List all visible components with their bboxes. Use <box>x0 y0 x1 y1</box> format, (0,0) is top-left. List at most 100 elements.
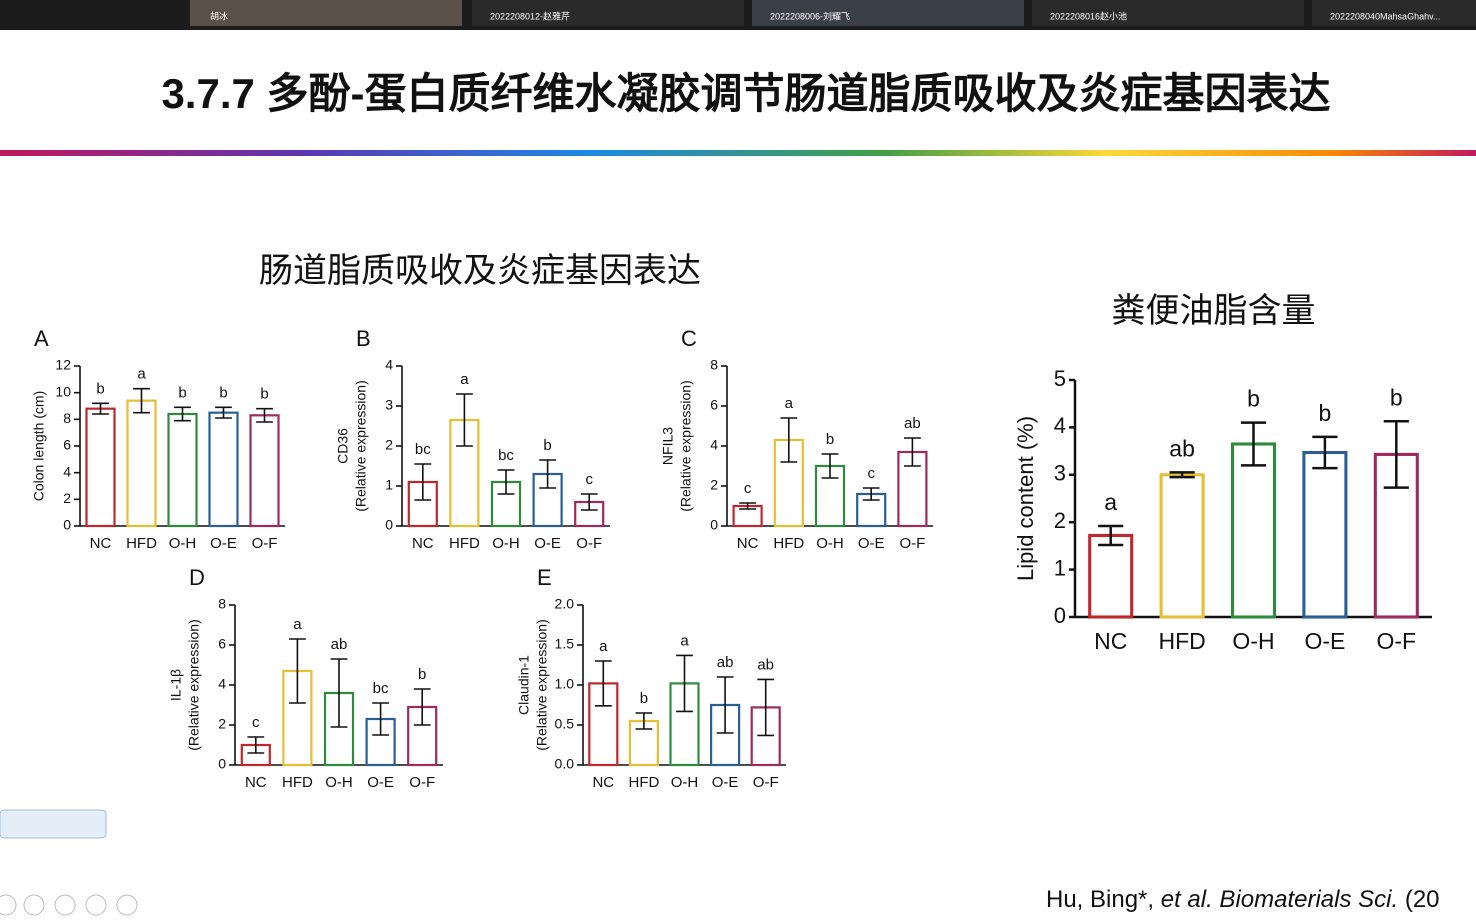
significance-letter: c <box>744 480 752 497</box>
x-tick-label: NC <box>592 774 614 791</box>
significance-letter: b <box>178 384 186 401</box>
y-tick-label: 4 <box>1054 413 1066 438</box>
significance-letter: b <box>826 431 834 448</box>
significance-letter: a <box>599 638 608 655</box>
y-tick-label: 5 <box>1054 366 1066 391</box>
x-tick-label: O-E <box>1304 628 1345 654</box>
significance-letter: c <box>252 714 260 731</box>
significance-letter: ab <box>331 636 348 653</box>
y-axis-label: IL-1β <box>168 669 184 701</box>
x-tick-label: NC <box>412 535 434 552</box>
x-tick-label: O-F <box>409 774 435 791</box>
citation-year: (20 <box>1398 886 1440 913</box>
significance-letter: ab <box>717 654 734 671</box>
toolbar[interactable] <box>0 809 107 839</box>
y-axis-label: Colon length (cm) <box>31 391 47 502</box>
y-tick-label: 1 <box>1054 555 1066 580</box>
x-tick-label: O-E <box>534 535 561 552</box>
y-tick-label: 4 <box>218 676 226 692</box>
significance-letter: b <box>418 666 426 683</box>
panel-label: C <box>681 326 697 351</box>
y-axis-label: Claudin-1 <box>516 655 532 715</box>
significance-letter: bc <box>415 441 431 458</box>
x-tick-label: O-H <box>492 535 520 552</box>
x-tick-label: NC <box>1094 628 1127 654</box>
citation: Hu, Bing*, et al. Biomaterials Sci. (20 <box>1046 886 1440 914</box>
bottom-controls <box>0 894 138 916</box>
citation-author: Hu, Bing*, <box>1046 886 1161 913</box>
x-tick-label: HFD <box>1158 628 1205 654</box>
x-tick-label: HFD <box>773 535 804 552</box>
y-tick-label: 4 <box>710 437 718 453</box>
y-tick-label: 2 <box>63 490 71 506</box>
video-tile[interactable] <box>752 0 1024 26</box>
y-tick-label: 2.0 <box>555 596 575 612</box>
y-tick-label: 0 <box>218 756 226 772</box>
y-tick-label: 0 <box>710 517 718 533</box>
y-axis-label: NFIL3 <box>660 427 676 465</box>
y-tick-label: 0 <box>385 517 393 533</box>
y-axis-label: (Relative expression) <box>353 380 369 512</box>
significance-letter: a <box>137 366 146 383</box>
video-tile[interactable] <box>472 0 744 26</box>
y-axis-label: (Relative expression) <box>186 619 202 751</box>
x-tick-label: O-H <box>671 774 699 791</box>
x-tick-label: O-H <box>169 535 197 552</box>
significance-letter: a <box>460 371 469 388</box>
y-axis-label: (Relative expression) <box>678 380 694 512</box>
participant-name: 胡冰 <box>210 10 228 21</box>
y-tick-label: 6 <box>710 397 718 413</box>
section-heading: 肠道脂质吸收及炎症基因表达 <box>259 252 701 290</box>
significance-letter: a <box>293 616 302 633</box>
y-tick-label: 2 <box>710 477 718 493</box>
y-tick-label: 2 <box>218 716 226 732</box>
participant-name: 2022208006-刘耀飞 <box>770 10 850 21</box>
significance-letter: a <box>1104 489 1117 515</box>
video-tile[interactable] <box>190 0 462 26</box>
significance-letter: a <box>785 395 794 412</box>
bar <box>1302 450 1348 619</box>
x-tick-label: O-H <box>816 535 844 552</box>
x-tick-label: NC <box>245 774 267 791</box>
x-tick-label: HFD <box>449 535 480 552</box>
participant-name: 2022208012-赵雅芹 <box>490 10 570 21</box>
y-tick-label: 1.5 <box>555 636 575 652</box>
chart-title: 粪便油脂含量 <box>1112 292 1316 330</box>
y-axis-label: Lipid content (%) <box>1013 416 1038 581</box>
y-tick-label: 4 <box>63 463 71 479</box>
video-tile[interactable] <box>1032 0 1304 26</box>
significance-letter: ab <box>1169 436 1195 462</box>
x-tick-label: O-H <box>325 774 353 791</box>
significance-letter: b <box>219 384 227 401</box>
citation-journal: et al. Biomaterials Sci. <box>1160 886 1399 913</box>
y-tick-label: 0 <box>63 517 71 533</box>
x-tick-label: O-E <box>858 535 885 552</box>
y-tick-label: 1 <box>385 477 393 493</box>
y-tick-label: 12 <box>55 357 71 373</box>
bar <box>1088 533 1134 619</box>
video-tile[interactable] <box>1312 0 1476 26</box>
bar <box>167 412 198 528</box>
significance-letter: b <box>260 386 268 403</box>
y-tick-label: 2 <box>1054 508 1066 533</box>
significance-letter: b <box>1319 400 1332 426</box>
y-tick-label: 4 <box>385 357 393 373</box>
bar <box>249 414 280 528</box>
x-tick-label: HFD <box>282 774 313 791</box>
significance-letter: bc <box>498 447 514 464</box>
participant-name: 2022208040MahsaGhahv... <box>1330 11 1440 21</box>
y-tick-label: 3 <box>1054 461 1066 486</box>
significance-letter: a <box>680 632 689 649</box>
y-tick-label: 8 <box>63 410 71 426</box>
x-tick-label: NC <box>737 535 759 552</box>
y-tick-label: 2 <box>385 437 393 453</box>
y-tick-label: 0.5 <box>555 716 575 732</box>
y-tick-label: 8 <box>710 357 718 373</box>
significance-letter: b <box>1390 384 1403 410</box>
y-axis-label: CD36 <box>335 428 351 464</box>
bar <box>1159 473 1205 619</box>
x-tick-label: O-E <box>210 535 237 552</box>
y-tick-label: 6 <box>63 437 71 453</box>
panel-label: B <box>356 326 371 351</box>
